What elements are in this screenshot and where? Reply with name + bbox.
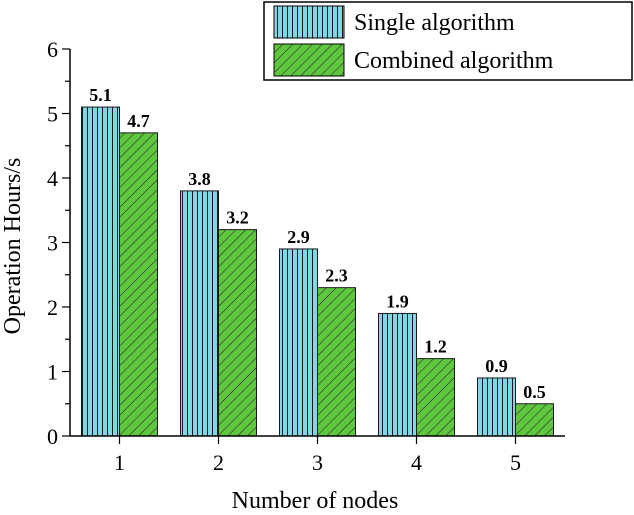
- x-tick-label-4: 4: [411, 450, 422, 475]
- data-label-combined-5: 0.5: [523, 382, 546, 402]
- y-tick-label-3: 3: [47, 231, 58, 256]
- data-label-combined-1: 4.7: [127, 111, 150, 131]
- bar-combined-4: [416, 358, 455, 437]
- x-tick-label-3: 3: [312, 450, 323, 475]
- bar-combined-3: [317, 287, 356, 437]
- data-label-combined-2: 3.2: [226, 208, 249, 228]
- legend-swatch-single: [273, 5, 345, 39]
- y-tick-label-5: 5: [47, 102, 58, 127]
- x-tick-label-5: 5: [510, 450, 521, 475]
- bar-single-3: [279, 248, 318, 437]
- data-label-single-1: 5.1: [89, 85, 112, 105]
- x-tick-label-1: 1: [114, 450, 125, 475]
- y-axis-title: Operation Hours/s: [0, 158, 26, 335]
- bar-single-5: [477, 377, 516, 437]
- axes-group: 0 1 2 3 4 5 6 1 2 3 4 5: [47, 37, 565, 475]
- bar-single-4: [378, 312, 417, 437]
- bar-combined-1: [119, 132, 158, 437]
- bar-single-2: [180, 190, 219, 437]
- legend-label-single: Single algorithm: [354, 10, 515, 36]
- legend-label-combined: Combined algorithm: [354, 48, 554, 74]
- data-label-single-4: 1.9: [386, 291, 409, 311]
- y-tick-label-2: 2: [47, 295, 58, 320]
- data-label-combined-3: 2.3: [325, 266, 348, 286]
- data-labels-group: 5.1 4.7 3.8 3.2 2.9 2.3 1.9 1.2 0.9 0.5: [89, 85, 546, 402]
- y-tick-label-1: 1: [47, 360, 58, 385]
- data-label-single-2: 3.8: [188, 169, 211, 189]
- y-tick-label-0: 0: [47, 424, 58, 449]
- data-label-single-3: 2.9: [287, 227, 310, 247]
- data-label-single-5: 0.9: [485, 356, 508, 376]
- bar-single-1: [81, 106, 120, 437]
- legend: Single algorithm Combined algorithm: [263, 1, 633, 81]
- bar-combined-2: [218, 229, 257, 437]
- x-tick-label-2: 2: [213, 450, 224, 475]
- data-label-combined-4: 1.2: [424, 337, 447, 357]
- y-tick-label-4: 4: [47, 166, 58, 191]
- legend-swatch-combined: [273, 43, 345, 77]
- y-tick-label-6: 6: [47, 37, 58, 62]
- x-axis-title: Number of nodes: [232, 488, 399, 514]
- bars-group: [81, 106, 554, 437]
- bar-combined-5: [515, 403, 554, 437]
